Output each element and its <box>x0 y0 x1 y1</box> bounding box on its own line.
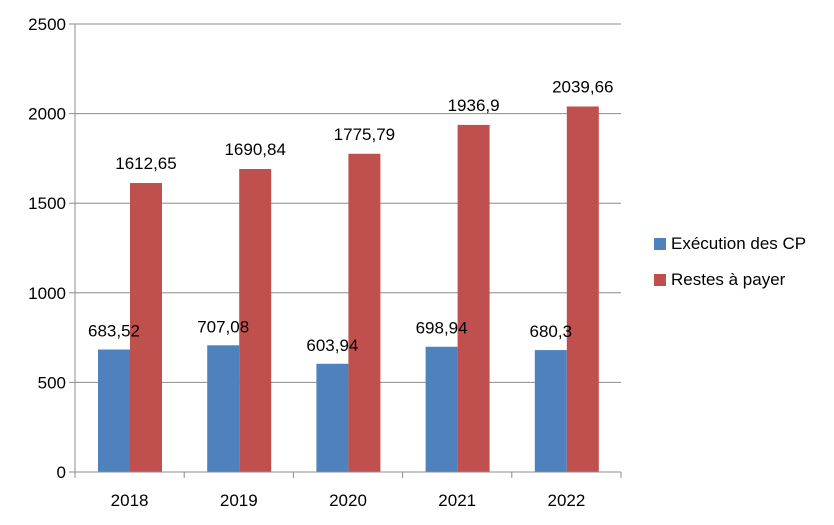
legend-swatch <box>654 273 666 286</box>
data-label: 1775,79 <box>334 125 395 144</box>
legend-swatch <box>654 237 666 250</box>
bars <box>98 106 599 473</box>
x-tick-label: 2020 <box>329 491 367 510</box>
y-axis-ticks: 0 500 1000 1500 2000 2500 <box>28 15 75 482</box>
data-label: 698,94 <box>416 319 468 338</box>
bar-restes <box>457 124 490 472</box>
bar-restes <box>566 106 599 473</box>
data-label: 707,08 <box>197 317 249 336</box>
bar-execution <box>316 363 349 472</box>
gridlines <box>75 23 621 383</box>
data-labels: 683,52 707,08 603,94 698,94 680,3 1612,65 1690… <box>88 77 614 354</box>
bar-restes <box>239 169 272 472</box>
data-label: 680,3 <box>530 322 573 341</box>
y-tick-label: 2000 <box>28 105 66 124</box>
data-label: 2039,66 <box>552 77 613 96</box>
legend-item-execution: Exécution des CP <box>654 232 806 255</box>
bar-execution <box>425 346 458 472</box>
data-label: 1612,65 <box>115 154 176 173</box>
legend: Exécution des CP Restes à payer <box>654 232 806 304</box>
bar-restes <box>348 153 381 472</box>
bar-restes <box>130 183 162 472</box>
bar-execution <box>98 349 130 472</box>
legend-item-restes: Restes à payer <box>654 268 806 291</box>
y-tick-label: 500 <box>38 373 66 392</box>
x-tick-label: 2018 <box>111 491 149 510</box>
legend-label: Exécution des CP <box>671 233 807 253</box>
data-label: 603,94 <box>306 336 358 355</box>
y-tick-label: 2500 <box>28 15 66 34</box>
legend-label: Restes à payer <box>671 269 786 289</box>
x-tick-label: 2022 <box>547 491 585 510</box>
x-tick-label: 2019 <box>220 491 258 510</box>
data-label: 1936,9 <box>448 96 500 115</box>
y-tick-label: 1500 <box>28 194 66 213</box>
bar-execution <box>534 350 567 472</box>
axes <box>74 24 621 473</box>
x-axis-ticks: 2018 2019 2020 2021 2022 <box>74 472 622 510</box>
y-tick-label: 1000 <box>28 284 66 303</box>
bar-execution <box>207 345 240 472</box>
x-tick-label: 2021 <box>438 491 476 510</box>
data-label: 683,52 <box>88 322 140 341</box>
y-tick-label: 0 <box>57 463 66 482</box>
data-label: 1690,84 <box>224 140 285 159</box>
